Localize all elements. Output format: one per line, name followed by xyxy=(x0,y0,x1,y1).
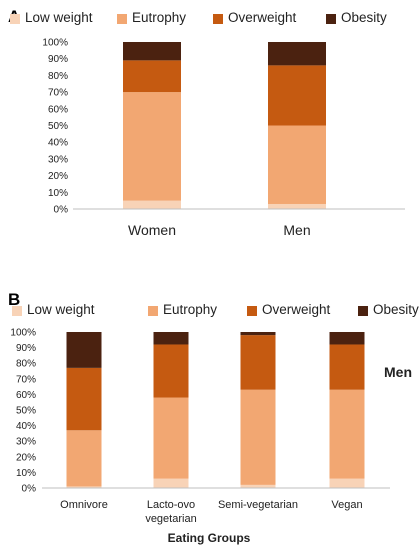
legend-b-swatch-1 xyxy=(148,306,158,316)
y-b-tick-0: 0% xyxy=(22,484,37,495)
x-axis-b: Omnivore Lacto-ovo vegetarian Semi-vegetari… xyxy=(60,499,362,525)
b-bar-1-3 xyxy=(153,332,189,345)
plot-a xyxy=(123,42,326,209)
y-b-tick-9: 90% xyxy=(16,343,36,354)
y-a-tick-8: 80% xyxy=(48,71,68,82)
y-a-tick-9: 90% xyxy=(48,54,68,65)
y-b-tick-1: 10% xyxy=(16,468,36,479)
b-bar-2-0 xyxy=(240,484,276,488)
x-tick-b-3-line-0: Vegan xyxy=(331,499,362,511)
a-bar-0-1 xyxy=(123,92,181,201)
legend-b-swatch-2 xyxy=(247,306,257,316)
legend-b: Low weight Eutrophy Overweight Obesity xyxy=(12,302,419,317)
y-a-tick-1: 10% xyxy=(48,188,68,199)
b-bar-2-3 xyxy=(240,332,276,336)
y-axis-a: 0% 10% 20% 30% 40% 50% 60% 70% 80% 90% 100% xyxy=(42,38,68,216)
x-tick-b-1-line-0: Lacto-ovo xyxy=(147,499,195,511)
legend-a: Low weight Eutrophy Overweight Obesity xyxy=(10,10,387,25)
legend-b-swatch-0 xyxy=(12,306,22,316)
plot-b xyxy=(66,332,365,488)
x-axis-title-b: Eating Groups xyxy=(168,531,251,545)
legend-b-label-3: Obesity xyxy=(373,302,419,317)
b-bar-2-2 xyxy=(240,335,276,390)
x-tick-b-2-line-0: Semi-vegetarian xyxy=(218,499,298,511)
a-bar-1-0 xyxy=(268,203,326,209)
y-a-tick-3: 30% xyxy=(48,154,68,165)
b-bar-3-2 xyxy=(329,344,365,390)
y-b-tick-3: 30% xyxy=(16,437,36,448)
b-bar-1-1 xyxy=(153,397,189,479)
x-tick-a-1: Men xyxy=(283,222,310,238)
a-bar-1-1 xyxy=(268,125,326,204)
y-b-tick-6: 60% xyxy=(16,390,36,401)
b-bar-1-2 xyxy=(153,344,189,398)
y-a-tick-4: 40% xyxy=(48,138,68,149)
y-b-tick-5: 50% xyxy=(16,406,36,417)
b-bar-3-3 xyxy=(329,332,365,345)
b-bar-0-1 xyxy=(66,430,102,487)
legend-a-label-2: Overweight xyxy=(228,10,297,25)
b-bar-0-3 xyxy=(66,332,102,368)
legend-a-swatch-3 xyxy=(326,14,336,24)
legend-a-swatch-2 xyxy=(213,14,223,24)
y-a-tick-0: 0% xyxy=(54,205,69,216)
x-tick-a-0: Women xyxy=(128,222,176,238)
y-b-tick-8: 80% xyxy=(16,359,36,370)
b-bar-3-0 xyxy=(329,478,365,488)
y-b-tick-4: 40% xyxy=(16,421,36,432)
legend-b-swatch-3 xyxy=(358,306,368,316)
y-axis-b: 0% 10% 20% 30% 40% 50% 60% 70% 80% 90% 100% xyxy=(10,328,36,495)
y-a-tick-10: 100% xyxy=(42,38,68,49)
legend-a-label-1: Eutrophy xyxy=(132,10,186,25)
legend-b-label-0: Low weight xyxy=(27,302,95,317)
y-b-tick-7: 70% xyxy=(16,374,36,385)
legend-a-label-0: Low weight xyxy=(25,10,93,25)
a-bar-0-0 xyxy=(123,200,181,209)
y-a-tick-2: 20% xyxy=(48,171,68,182)
b-bar-1-0 xyxy=(153,478,189,488)
y-a-tick-6: 60% xyxy=(48,104,68,115)
y-a-tick-7: 70% xyxy=(48,88,68,99)
b-bar-0-0 xyxy=(66,486,102,488)
b-bar-0-2 xyxy=(66,367,102,431)
y-a-tick-5: 50% xyxy=(48,121,68,132)
x-tick-b-1-line-1: vegetarian xyxy=(145,513,196,525)
y-b-tick-10: 100% xyxy=(10,328,36,339)
legend-b-label-1: Eutrophy xyxy=(163,302,217,317)
panel-b-label: B xyxy=(8,290,20,309)
legend-a-swatch-0 xyxy=(10,14,20,24)
x-tick-b-0-line-0: Omnivore xyxy=(60,499,108,511)
b-bar-3-1 xyxy=(329,389,365,479)
a-bar-0-2 xyxy=(123,60,181,93)
legend-a-label-3: Obesity xyxy=(341,10,387,25)
a-bar-0-3 xyxy=(123,42,181,61)
legend-b-label-2: Overweight xyxy=(262,302,331,317)
side-label-men: Men xyxy=(384,364,412,380)
a-bar-1-2 xyxy=(268,65,326,126)
y-b-tick-2: 20% xyxy=(16,452,36,463)
legend-a-swatch-1 xyxy=(117,14,127,24)
a-bar-1-3 xyxy=(268,42,326,66)
x-axis-a: Women Men xyxy=(128,222,311,238)
b-bar-2-1 xyxy=(240,389,276,485)
